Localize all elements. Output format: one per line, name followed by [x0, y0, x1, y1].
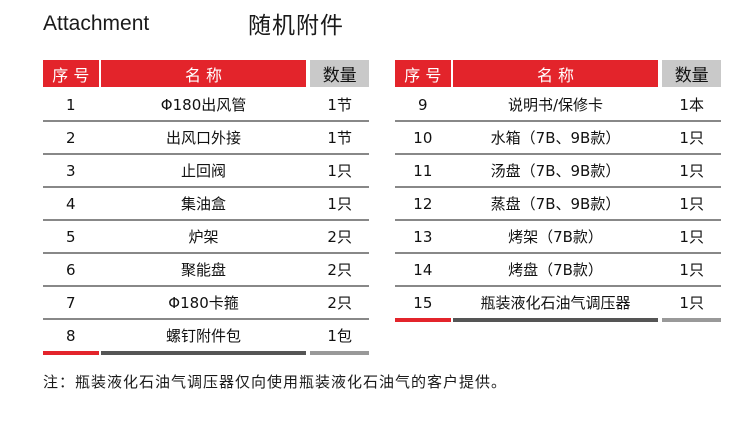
footnote: 注：瓶装液化石油气调压器仅向使用瓶装液化石油气的客户提供。: [43, 373, 508, 391]
header-name: 名 称: [452, 60, 659, 87]
cell-qty: 1只: [679, 195, 704, 213]
cell-qty: 1只: [679, 228, 704, 246]
header-qty: 数量: [310, 60, 370, 87]
cell-no: 1: [66, 95, 76, 114]
cell-no: 10: [413, 128, 433, 147]
table-body: 1 Φ180出风管 1节 2 出风口外接 1节 3 止回阀 1只 4 集油盒 1只 5 炉架 2只 6 聚能盘 2…: [43, 89, 369, 351]
table-row: 6 聚能盘 2只: [43, 254, 369, 287]
cell-name: Φ180卡箍: [168, 294, 239, 312]
table-row: 15 瓶装液化石油气调压器 1只: [395, 287, 721, 318]
cell-qty: 1只: [679, 129, 704, 147]
table-row: 4 集油盒 1只: [43, 188, 369, 221]
cell-qty: 2只: [327, 261, 352, 279]
title-chinese: 随机附件: [248, 13, 344, 39]
cell-qty: 1节: [327, 96, 352, 114]
header-no: 序 号: [43, 60, 99, 87]
cell-name: 集油盒: [181, 195, 227, 213]
cell-no: 2: [66, 128, 76, 147]
cell-name: 烤盘（7B款）: [508, 261, 603, 279]
cell-no: 15: [413, 293, 433, 312]
cell-no: 13: [413, 227, 433, 246]
table-header: 序 号 名 称 数量: [43, 60, 370, 87]
cell-no: 7: [66, 293, 76, 312]
cell-no: 14: [413, 260, 433, 279]
accessories-table-right: 序 号 名 称 数量 9 说明书/保修卡 1本 10 水箱（7B、9B款） 1只 11 汤盘（…: [395, 60, 722, 322]
cell-name: 聚能盘: [181, 261, 227, 279]
header-name: 名 称: [100, 60, 307, 87]
cell-name: 水箱（7B、9B款）: [490, 129, 621, 147]
table-row: 11 汤盘（7B、9B款） 1只: [395, 155, 721, 188]
cell-name: 瓶装液化石油气调压器: [480, 294, 631, 312]
cell-no: 5: [66, 227, 76, 246]
cell-name: 烤架（7B款）: [508, 228, 603, 246]
cell-qty: 1只: [327, 195, 352, 213]
table-footer-bar: [43, 351, 370, 355]
table-row: 10 水箱（7B、9B款） 1只: [395, 122, 721, 155]
cell-no: 3: [66, 161, 76, 180]
header-no: 序 号: [395, 60, 451, 87]
title-english: Attachment: [43, 12, 150, 35]
cell-no: 12: [413, 194, 433, 213]
table-row: 9 说明书/保修卡 1本: [395, 89, 721, 122]
cell-no: 9: [418, 95, 428, 114]
cell-name: 炉架: [188, 228, 219, 246]
table-row: 8 螺钉附件包 1包: [43, 320, 369, 351]
cell-no: 4: [66, 194, 76, 213]
table-row: 7 Φ180卡箍 2只: [43, 287, 369, 320]
cell-no: 6: [66, 260, 76, 279]
table-row: 5 炉架 2只: [43, 221, 369, 254]
cell-qty: 2只: [327, 294, 352, 312]
cell-name: 出风口外接: [166, 129, 242, 147]
table-row: 13 烤架（7B款） 1只: [395, 221, 721, 254]
cell-qty: 1只: [679, 294, 704, 312]
cell-qty: 2只: [327, 228, 352, 246]
cell-name: 蒸盘（7B、9B款）: [490, 195, 621, 213]
cell-no: 11: [413, 161, 433, 180]
cell-name: 说明书/保修卡: [507, 96, 604, 114]
header-qty: 数量: [662, 60, 722, 87]
table-row: 2 出风口外接 1节: [43, 122, 369, 155]
cell-qty: 1本: [679, 96, 704, 114]
cell-qty: 1只: [327, 162, 352, 180]
cell-qty: 1只: [679, 162, 704, 180]
cell-name: 螺钉附件包: [166, 327, 242, 345]
table-body: 9 说明书/保修卡 1本 10 水箱（7B、9B款） 1只 11 汤盘（7B、9B款） 1只 12…: [395, 89, 721, 318]
table-row: 14 烤盘（7B款） 1只: [395, 254, 721, 287]
cell-qty: 1包: [327, 327, 352, 345]
table-footer-bar: [395, 318, 722, 322]
table-row: 12 蒸盘（7B、9B款） 1只: [395, 188, 721, 221]
cell-name: 汤盘（7B、9B款）: [490, 162, 621, 180]
table-row: 1 Φ180出风管 1节: [43, 89, 369, 122]
table-row: 3 止回阀 1只: [43, 155, 369, 188]
cell-qty: 1节: [327, 129, 352, 147]
accessories-table-left: 序 号 名 称 数量 1 Φ180出风管 1节 2 出风口外接 1节 3 止回阀 1只 4 集油盒 1…: [43, 60, 370, 355]
cell-name: 止回阀: [181, 162, 227, 180]
cell-qty: 1只: [679, 261, 704, 279]
cell-no: 8: [66, 326, 76, 345]
cell-name: Φ180出风管: [160, 96, 247, 114]
table-header: 序 号 名 称 数量: [395, 60, 722, 87]
